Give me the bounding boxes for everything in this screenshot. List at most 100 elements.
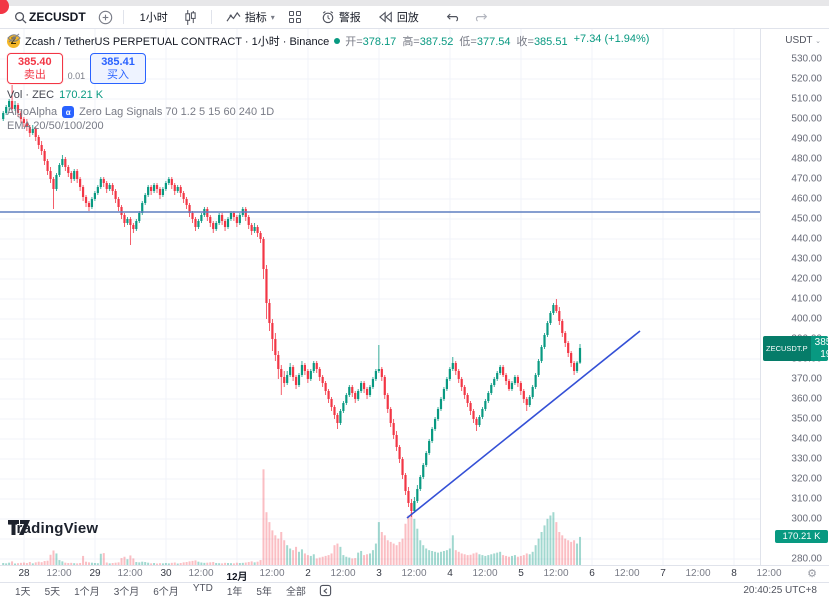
search-icon[interactable] <box>14 11 27 24</box>
time-tick: 12:00 <box>259 568 285 579</box>
currency-caret-icon: ⌄ <box>815 38 821 45</box>
time-tick: 28 <box>18 568 30 579</box>
indicators-caret-icon[interactable]: ▾ <box>270 12 275 22</box>
ohlc-field: 开=378.17 <box>345 36 397 48</box>
undo-button[interactable] <box>439 10 465 25</box>
price-tick: 300.00 <box>791 513 822 525</box>
price-tick: 360.00 <box>791 393 822 405</box>
tradingview-logo[interactable]: TradingView <box>8 520 99 537</box>
templates-grid-icon <box>288 11 301 23</box>
ema-legend-row[interactable]: EMA 20/50/100/200 <box>7 33 649 132</box>
timezone-clock[interactable]: 20:40:25 UTC+8 <box>743 585 817 596</box>
notification-dot <box>0 0 9 14</box>
chart-pane[interactable]: Z Zcash / TetherUS PERPETUAL CONTRACT · … <box>0 29 760 565</box>
ohlc-values: 开=378.17 高=387.52 低=377.54 收=385.51 +7.34 (+… <box>345 33 649 49</box>
trendline-drawing[interactable] <box>406 330 641 519</box>
range-button-1天[interactable]: 1天 <box>15 587 31 598</box>
tradingview-logo-icon <box>8 520 30 535</box>
change-value: +7.34 (+1.94%) <box>573 33 650 45</box>
time-tick: 30 <box>160 568 172 579</box>
time-tick: 8 <box>731 568 737 579</box>
price-tick: 490.00 <box>791 133 822 145</box>
window-top-strip <box>0 0 829 6</box>
toolbar-separator <box>210 10 212 24</box>
price-label-symbol-tag: ZECUSDT.P <box>763 336 811 361</box>
price-tick: 450.00 <box>791 213 822 225</box>
symbol-description[interactable]: Zcash / TetherUS PERPETUAL CONTRACT · 1小… <box>25 36 330 48</box>
volume-value-label: 170.21 K <box>775 530 828 543</box>
price-tick: 310.00 <box>791 493 822 505</box>
replay-button[interactable]: 回放 <box>373 7 425 27</box>
range-button-3个月[interactable]: 3个月 <box>113 587 140 598</box>
redo-icon <box>475 13 487 21</box>
price-tick: 330.00 <box>791 453 822 465</box>
range-button-5年[interactable]: 5年 <box>256 587 272 598</box>
eye-hidden-icon[interactable] <box>7 33 21 43</box>
price-tick: 440.00 <box>791 233 822 245</box>
gridlines <box>0 29 760 565</box>
price-tick: 410.00 <box>791 293 822 305</box>
axis-settings-gear-icon[interactable]: ⚙ <box>807 568 817 580</box>
time-tick: 12:00 <box>330 568 356 579</box>
time-tick: 12:00 <box>543 568 569 579</box>
time-tick: 12:00 <box>472 568 498 579</box>
price-tick: 500.00 <box>791 113 822 125</box>
axis-currency-toggle[interactable]: USDT ⌄ <box>785 35 821 46</box>
price-tick: 510.00 <box>791 93 822 105</box>
time-tick: 2 <box>305 568 311 579</box>
range-button-5天[interactable]: 5天 <box>44 587 61 598</box>
undo-icon <box>446 13 458 21</box>
chart-legend: Z Zcash / TetherUS PERPETUAL CONTRACT · … <box>7 33 649 132</box>
time-tick: 12月 <box>226 572 248 583</box>
time-tick: 3 <box>376 568 382 579</box>
price-axis[interactable]: USDT ⌄ ZECUSDT.P 385.51 19:35 170.21 K 2… <box>760 29 829 565</box>
buy-button[interactable]: 385.41 买入 <box>90 53 146 85</box>
last-price-label: ZECUSDT.P 385.51 19:35 <box>763 336 828 361</box>
redo-button[interactable] <box>469 10 495 25</box>
trade-buttons: 385.40 卖出 0.01 385.41 买入 <box>7 53 649 85</box>
time-tick: 12:00 <box>188 568 214 579</box>
candlestick-series <box>2 85 582 517</box>
indicator-templates-button[interactable] <box>283 9 307 25</box>
price-tick: 430.00 <box>791 253 822 265</box>
time-tick: 12:00 <box>46 568 72 579</box>
ohlc-field: 低=377.54 <box>459 36 511 48</box>
volume-legend-row[interactable]: Vol · ZEC 170.21 K <box>7 89 104 102</box>
time-axis[interactable]: ⚙ 28 12:00 29 12:00 30 12:00 12月 12:00 2 12:00 3 12… <box>0 565 829 583</box>
time-tick: 4 <box>447 568 453 579</box>
price-tick: 420.00 <box>791 273 822 285</box>
price-tick: 520.00 <box>791 73 822 85</box>
time-tick: 12:00 <box>685 568 711 579</box>
spread-value: 0.01 <box>67 71 86 82</box>
goto-date-icon[interactable] <box>319 584 332 597</box>
realtime-status-dot[interactable] <box>334 38 341 44</box>
symbol-info-row: Z Zcash / TetherUS PERPETUAL CONTRACT · … <box>7 33 649 49</box>
sell-button[interactable]: 385.40 卖出 <box>7 53 63 85</box>
time-tick: 12:00 <box>756 568 782 579</box>
range-button-YTD[interactable]: YTD <box>192 583 213 594</box>
interval-button[interactable]: 1小时 <box>139 12 168 24</box>
alert-button[interactable]: 警报 <box>315 7 367 27</box>
candlestick-chart[interactable] <box>0 29 760 565</box>
range-button-6个月[interactable]: 6个月 <box>153 587 179 598</box>
price-tick: 460.00 <box>791 193 822 205</box>
bar-countdown: 19:35 <box>820 348 828 360</box>
price-tick: 280.00 <box>791 553 822 565</box>
replay-icon <box>378 11 392 23</box>
time-tick: 12:00 <box>401 568 427 579</box>
time-tick: 5 <box>518 568 524 579</box>
range-buttons: 1天 5天 1个月 3个月 6个月 YTD 1年 5年 全部 <box>8 583 313 598</box>
indicators-icon <box>226 11 241 22</box>
chart-style-icon[interactable] <box>184 9 197 25</box>
indicators-button[interactable]: 指标 <box>220 7 273 27</box>
price-tick: 400.00 <box>791 313 822 325</box>
bottom-toolbar: 1天 5天 1个月 3个月 6个月 YTD 1年 5年 全部 20:40:25 UTC+8 <box>0 582 829 598</box>
range-button-1年[interactable]: 1年 <box>226 587 243 598</box>
range-button-1个月[interactable]: 1个月 <box>74 587 100 598</box>
time-tick: 12:00 <box>614 568 640 579</box>
add-symbol-icon[interactable] <box>98 10 113 25</box>
algoalpha-legend-row[interactable]: AlgoAlpha α Zero Lag Signals 70 1.2 5 15… <box>7 33 649 119</box>
symbol-search-button[interactable]: ZECUSDT <box>29 10 86 24</box>
range-button-全部[interactable]: 全部 <box>285 587 306 598</box>
